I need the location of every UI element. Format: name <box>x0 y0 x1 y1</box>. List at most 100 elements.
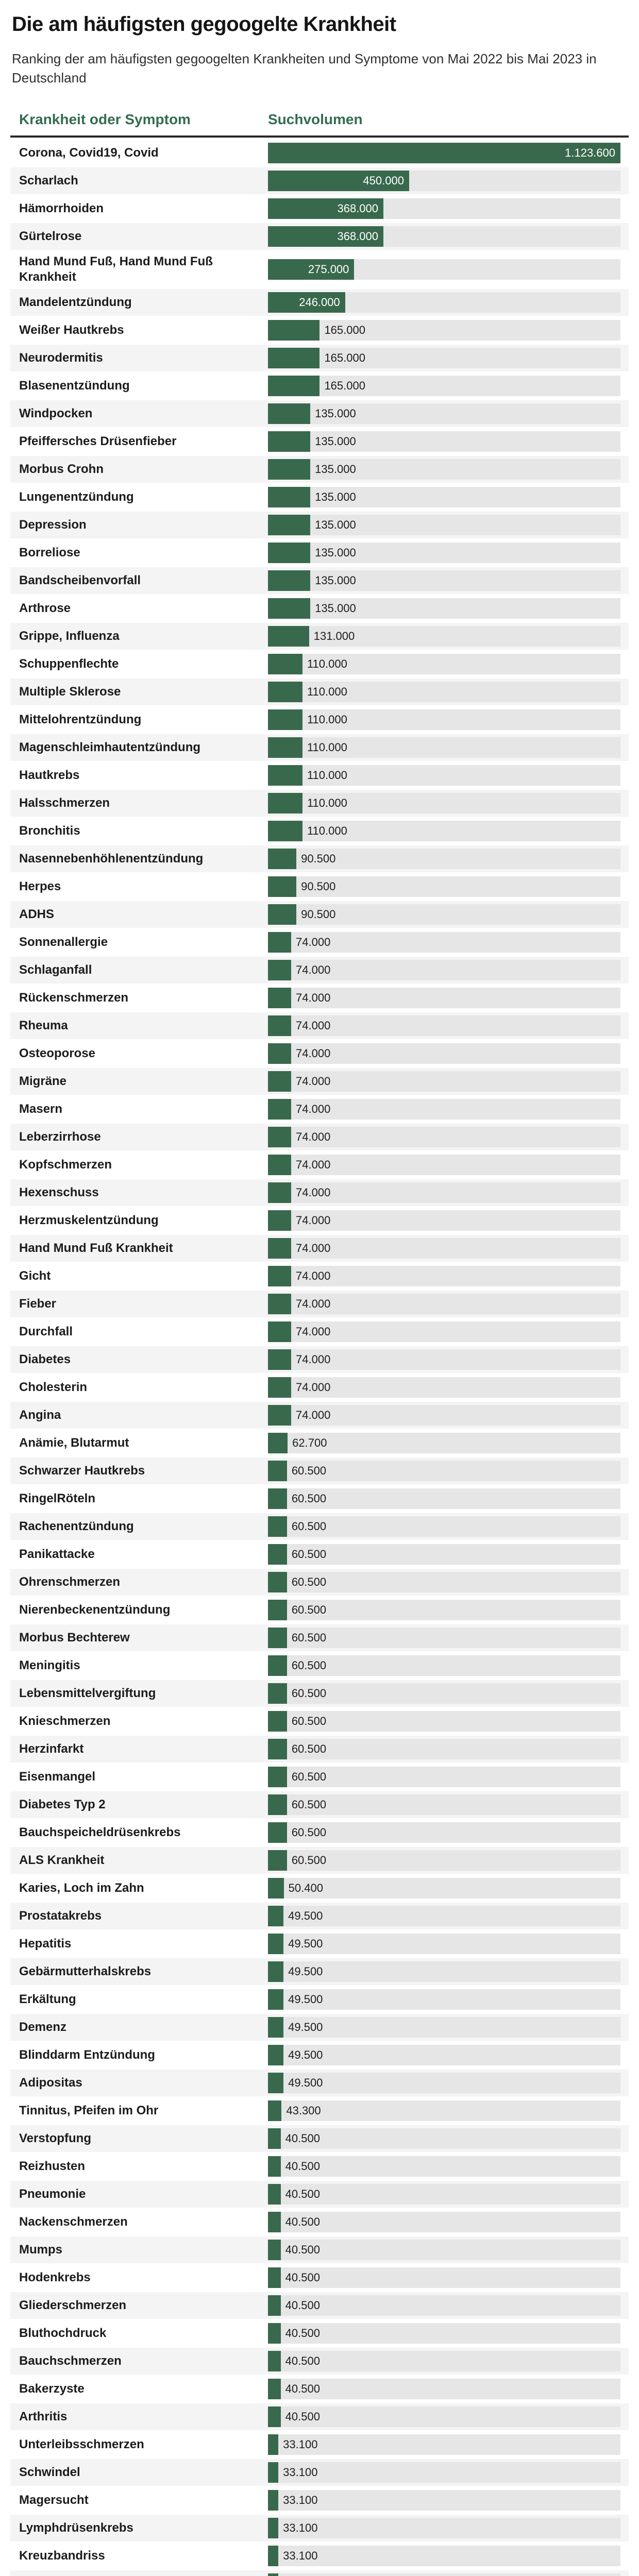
disease-label: Herzmuskelentzündung <box>19 1213 159 1227</box>
disease-label: Meningitis <box>19 1658 80 1672</box>
disease-label: Tinnitus, Pfeifen im Ohr <box>19 2104 159 2117</box>
volume-bar <box>268 515 311 535</box>
volume-bar <box>268 487 311 507</box>
volume-bar <box>268 2379 281 2399</box>
volume-value: 110.000 <box>307 713 347 726</box>
table-row: Migräne 74.000 <box>10 1068 629 1096</box>
volume-bar <box>268 737 302 758</box>
volume-bar-track: 74.000 <box>268 1238 620 1259</box>
disease-label: Osteoporose <box>19 1046 96 1060</box>
volume-value: 33.100 <box>283 2466 318 2479</box>
disease-label: Gliederschmerzen <box>19 2298 127 2312</box>
volume-bar-track: 90.500 <box>268 876 620 897</box>
volume-bar <box>268 1655 287 1676</box>
table-row: Arthritis 40.500 <box>10 2403 629 2431</box>
volume-bar-track: 49.500 <box>268 2073 620 2093</box>
disease-label: Schwarzer Hautkrebs <box>19 1464 145 1478</box>
volume-value: 135.000 <box>315 518 356 531</box>
volume-bar-track: 40.500 <box>268 2128 620 2149</box>
disease-label: Diabetes <box>19 1352 71 1366</box>
volume-bar <box>268 626 309 647</box>
table-row: Morbus Crohn 135.000 <box>10 456 629 484</box>
volume-bar <box>268 1767 287 1787</box>
volume-bar-track: 74.000 <box>268 1071 620 1092</box>
volume-bar-track: 165.000 <box>268 320 620 341</box>
disease-label: Bluthochdruck <box>19 2326 107 2340</box>
volume-bar <box>268 1127 292 1147</box>
volume-bar <box>268 2462 279 2483</box>
table-row: Angina 74.000 <box>10 1402 629 1430</box>
disease-label: Verstopfung <box>19 2131 92 2145</box>
table-row: Schwarzer Hautkrebs 60.500 <box>10 1458 629 1485</box>
table-row: Prostatakrebs 49.500 <box>10 1903 629 1930</box>
volume-bar-track: 60.500 <box>268 1683 620 1704</box>
volume-bar <box>268 598 311 619</box>
volume-value: 275.000 <box>308 263 349 276</box>
table-row: Depression 135.000 <box>10 512 629 539</box>
volume-bar <box>268 1488 287 1509</box>
volume-value: 110.000 <box>307 769 347 782</box>
volume-bar-track: 246.000 <box>268 292 620 313</box>
volume-value: 74.000 <box>296 1103 331 1115</box>
volume-value: 90.500 <box>301 852 336 865</box>
volume-value: 60.500 <box>291 1826 327 1839</box>
page-title: Die am häufigsten gegoogelte Krankheit <box>12 13 396 36</box>
table-row: Osteoporose 74.000 <box>10 1040 629 1068</box>
volume-value: 60.500 <box>291 1603 327 1616</box>
table-row: Unterleibsschmerzen 33.100 <box>10 2431 629 2459</box>
volume-bar-track: 60.500 <box>268 1544 620 1565</box>
table-row: Lungenentzündung 135.000 <box>10 484 629 512</box>
volume-bar <box>268 765 302 786</box>
table-row: Diabetes 74.000 <box>10 1346 629 1374</box>
volume-bar <box>268 1822 287 1843</box>
disease-label: Lebensmittelvergiftung <box>19 1686 156 1700</box>
volume-bar-track: 49.500 <box>268 1934 620 1954</box>
disease-label: Panikattacke <box>19 1547 95 1561</box>
volume-bar-track: 90.500 <box>268 904 620 925</box>
table-row: Demenz 49.500 <box>10 2014 629 2042</box>
disease-label: Mandelentzündung <box>19 295 132 309</box>
volume-bar-track: 131.000 <box>268 626 620 647</box>
table-row: Herzinfarkt 60.500 <box>10 1736 629 1764</box>
disease-label: Schwindel <box>19 2465 80 2479</box>
volume-value: 40.500 <box>285 2160 320 2173</box>
volume-value: 74.000 <box>296 1325 331 1338</box>
volume-value: 74.000 <box>296 1186 331 1199</box>
table-row: Karies, Loch im Zahn 50.400 <box>10 1875 629 1903</box>
volume-bar-track: 60.500 <box>268 1488 620 1509</box>
table-row: Diabetes Typ 2 60.500 <box>10 1791 629 1819</box>
disease-label: Masern <box>19 1102 63 1116</box>
table-row: Magersucht 33.100 <box>10 2487 629 2515</box>
table-row: Hand Mund Fuß, Hand Mund Fuß Krankheit 27… <box>10 251 629 289</box>
volume-bar-track: 74.000 <box>268 988 620 1008</box>
volume-value: 110.000 <box>307 685 347 698</box>
table-row: Hand Mund Fuß Krankheit 74.000 <box>10 1235 629 1263</box>
disease-label: Bauchspeicheldrüsenkrebs <box>19 1825 181 1839</box>
disease-label: Weißer Hautkrebs <box>19 323 124 337</box>
disease-label: Herzinfarkt <box>19 1742 84 1756</box>
volume-value: 110.000 <box>307 824 347 837</box>
volume-value: 246.000 <box>299 296 340 309</box>
volume-bar-track: 368.000 <box>268 198 620 219</box>
disease-label: Multiple Sklerose <box>19 685 121 699</box>
volume-bar-track: 60.500 <box>268 1739 620 1759</box>
disease-label: Blasenentzündung <box>19 379 130 393</box>
table-row: Bauchspeicheldrüsenkrebs 60.500 <box>10 1819 629 1847</box>
volume-bar <box>268 143 620 163</box>
disease-label: Rheuma <box>19 1019 68 1032</box>
table-row: Eisenmangel 60.500 <box>10 1764 629 1791</box>
column-header-volume: Suchvolumen <box>268 111 363 127</box>
volume-bar <box>268 1961 284 1982</box>
volume-bar-track: 40.500 <box>268 2351 620 2371</box>
volume-bar <box>268 348 320 368</box>
chart-subtitle: Ranking der am häufigsten gegoogelten Kr… <box>12 51 597 86</box>
disease-label: Blinddarm Entzündung <box>19 2048 155 2062</box>
volume-bar-track: 40.500 <box>268 2212 620 2232</box>
table-row: Rückenschmerzen 74.000 <box>10 985 629 1012</box>
volume-bar <box>268 1683 287 1704</box>
volume-bar-track: 74.000 <box>268 1182 620 1203</box>
volume-bar-track: 74.000 <box>268 1210 620 1231</box>
volume-bar <box>268 2045 284 2065</box>
disease-label: Magersucht <box>19 2493 89 2507</box>
volume-value: 74.000 <box>296 1214 331 1227</box>
